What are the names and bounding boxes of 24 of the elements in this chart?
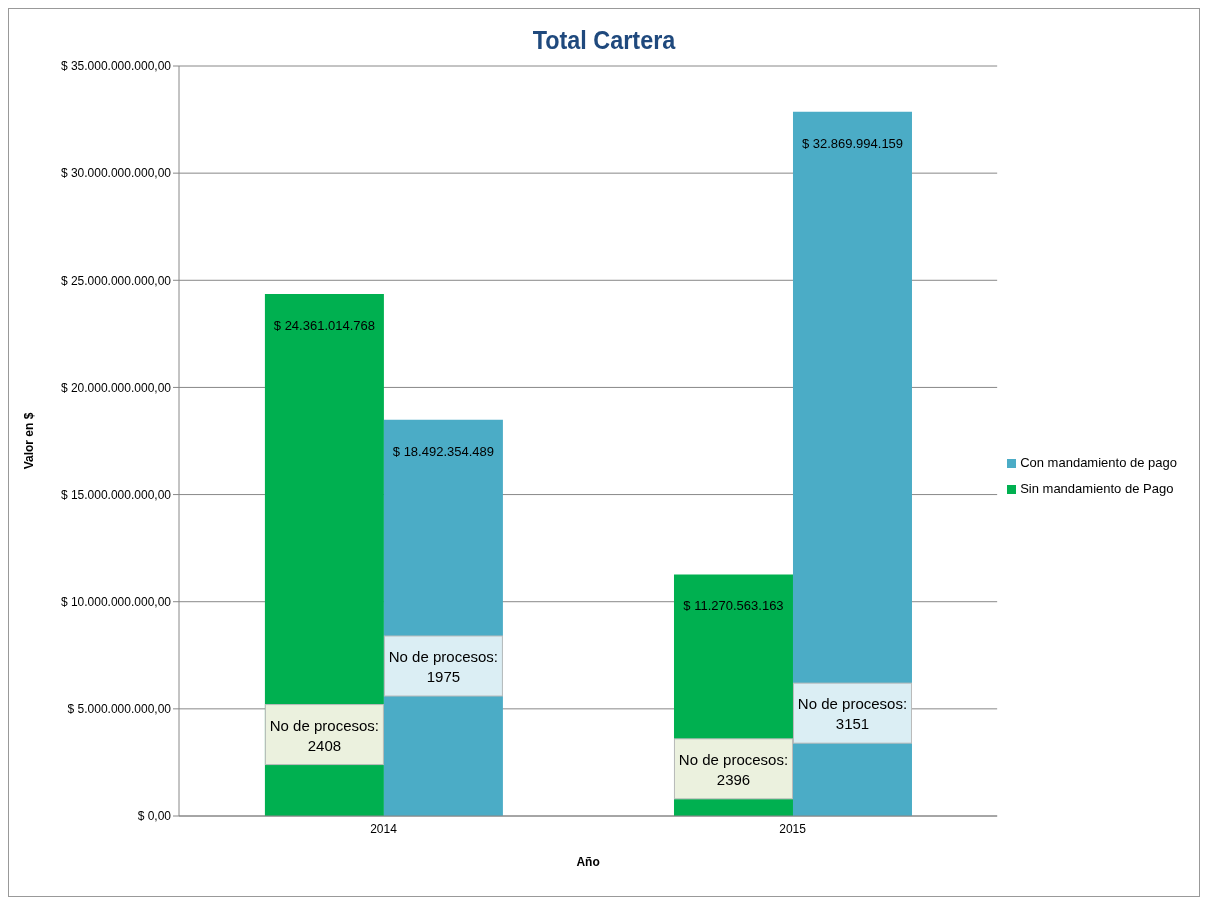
y-tick-label: $ 5.000.000.000,00 <box>67 702 172 717</box>
annotation: No de procesos: 3151 <box>797 695 908 733</box>
x-tick-label: 2015 <box>779 821 807 836</box>
data-label: $ 24.361.014.768 <box>273 317 376 333</box>
annotation: No de procesos: 1975 <box>388 648 499 685</box>
data-label: $ 11.270.563.163 <box>683 598 784 614</box>
annotation: No de procesos: 2396 <box>678 750 789 788</box>
y-axis-title: Valor en $ <box>22 412 37 470</box>
chart-title: Total Cartera <box>531 24 677 56</box>
bar <box>792 111 912 816</box>
y-tick-label: $ 30.000.000.000,00 <box>60 166 172 181</box>
x-tick-label: 2014 <box>370 821 398 836</box>
y-tick-label: $ 15.000.000.000,00 <box>60 487 172 502</box>
y-tick-label: $ 25.000.000.000,00 <box>60 273 172 288</box>
y-tick-label: $ 35.000.000.000,00 <box>60 59 172 74</box>
annotation: No de procesos: 2408 <box>269 716 380 754</box>
y-tick-label: $ 20.000.000.000,00 <box>60 380 172 395</box>
legend-label: Con mandamiento de pago <box>1020 455 1177 470</box>
y-tick-label: $ 0,00 <box>137 809 172 824</box>
data-label: $ 18.492.354.489 <box>392 443 495 459</box>
x-axis-title: Año <box>576 855 600 869</box>
y-tick-label: $ 10.000.000.000,00 <box>60 594 172 609</box>
data-label: $ 32.869.994.159 <box>801 135 904 151</box>
legend-label: Sin mandamiento de Pago <box>1020 481 1174 496</box>
